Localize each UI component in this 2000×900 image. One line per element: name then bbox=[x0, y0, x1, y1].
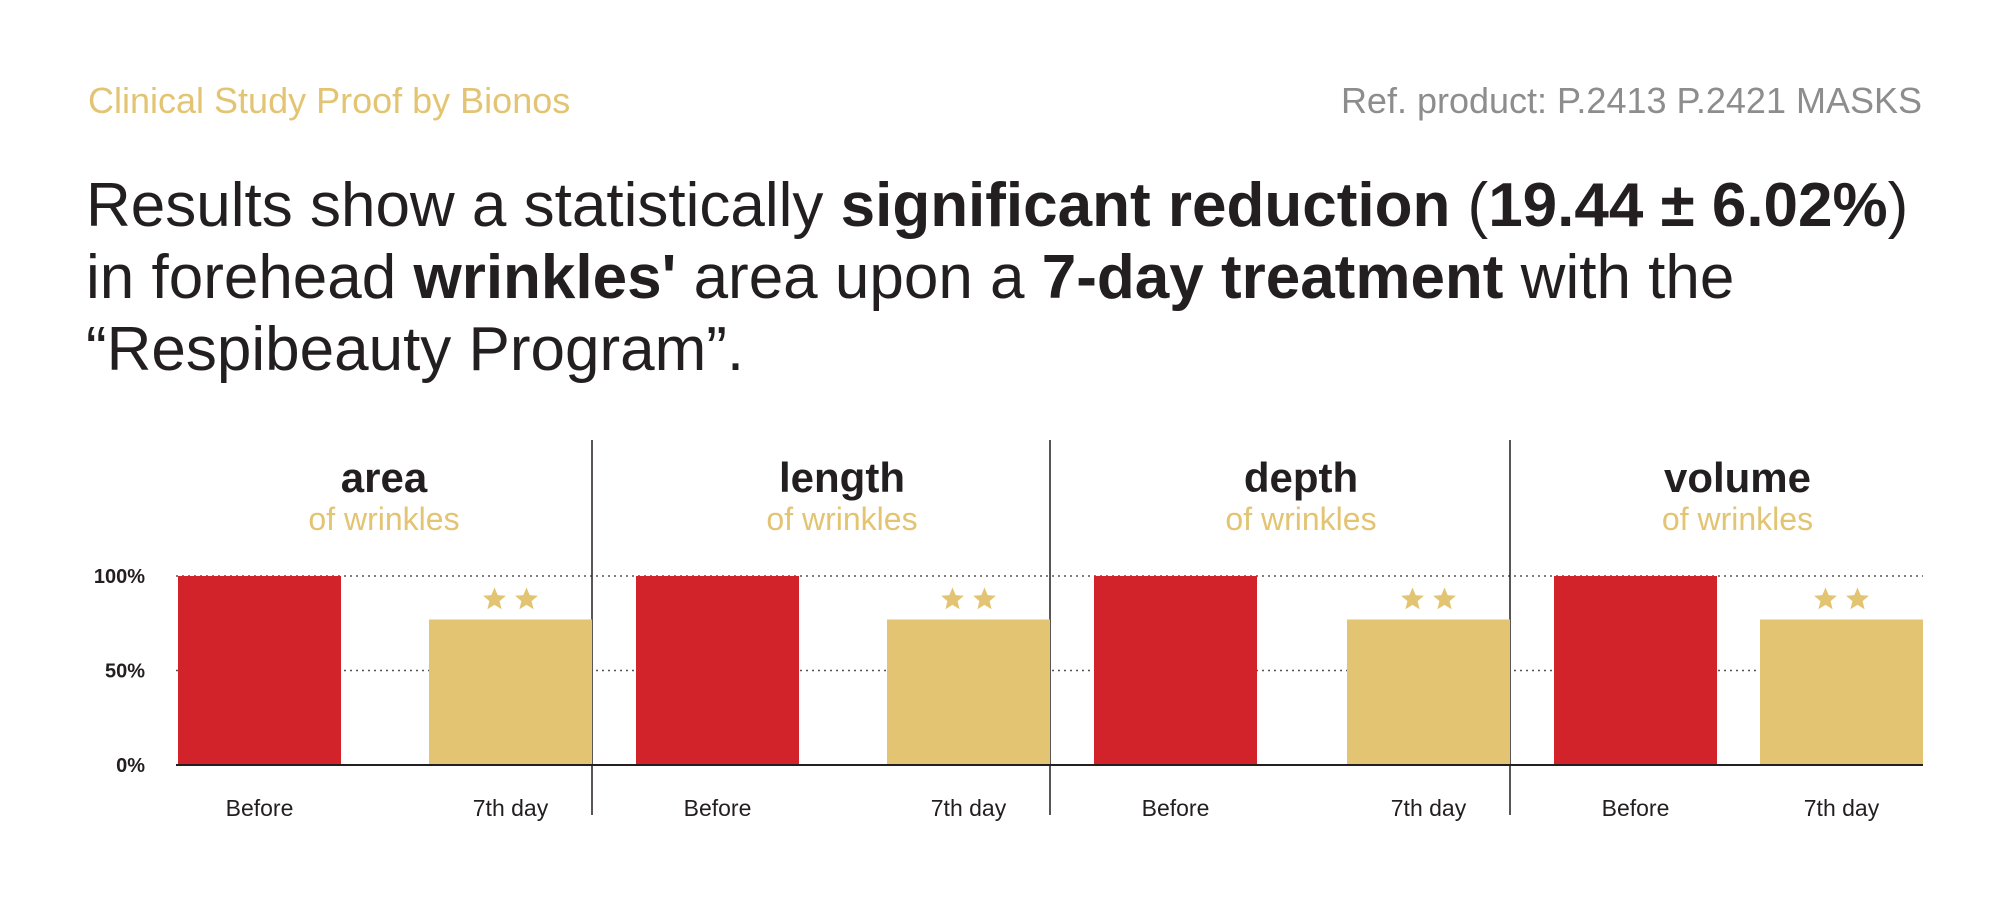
bar-7th-day bbox=[1760, 619, 1923, 765]
star-icon bbox=[515, 587, 538, 610]
y-tick-label: 0% bbox=[116, 755, 145, 777]
bar-before bbox=[178, 576, 341, 765]
study-source: Clinical Study Proof by Bionos bbox=[88, 80, 571, 121]
star-icon bbox=[483, 587, 506, 610]
bar-7th-day bbox=[429, 619, 592, 765]
panel-title: depth bbox=[1244, 454, 1358, 501]
y-tick-label: 100% bbox=[94, 566, 145, 588]
star-icon bbox=[1401, 587, 1424, 610]
bar-before bbox=[1554, 576, 1717, 765]
panel-title: length bbox=[779, 454, 905, 501]
category-label: 7th day bbox=[1391, 795, 1467, 821]
headline-part-4: area upon a bbox=[676, 243, 1042, 312]
y-tick-label: 50% bbox=[105, 661, 145, 683]
bar-before bbox=[636, 576, 799, 765]
headline-part-3: ) in forehead bbox=[86, 171, 1909, 312]
star-icon bbox=[1846, 587, 1869, 610]
category-label: 7th day bbox=[1804, 795, 1880, 821]
panel-subtitle: of wrinkles bbox=[308, 501, 459, 537]
reference-product: Ref. product: P.2413 P.2421 MASKS bbox=[1340, 80, 1922, 121]
star-icon bbox=[973, 587, 996, 610]
star-icon bbox=[1814, 587, 1837, 610]
category-label: 7th day bbox=[931, 795, 1007, 821]
category-label: Before bbox=[684, 795, 752, 821]
headline: Results show a statistically significant… bbox=[86, 170, 1926, 386]
panel-subtitle: of wrinkles bbox=[1225, 501, 1376, 537]
category-label: Before bbox=[1142, 795, 1210, 821]
star-icon bbox=[1433, 587, 1456, 610]
panel-title: area bbox=[341, 454, 428, 501]
star-icon bbox=[941, 587, 964, 610]
headline-part-2: ( bbox=[1450, 171, 1489, 240]
bar-before bbox=[1094, 576, 1257, 765]
category-label: Before bbox=[1602, 795, 1670, 821]
headline-bold-2: 19.44 ± 6.02% bbox=[1488, 171, 1888, 240]
headline-bold-4: 7-day treatment bbox=[1041, 243, 1504, 312]
bar-7th-day bbox=[1347, 619, 1510, 765]
category-label: Before bbox=[226, 795, 294, 821]
headline-bold-1: significant reduction bbox=[840, 171, 1451, 240]
headline-part-5: with the “Respibeauty Program”. bbox=[86, 243, 1735, 384]
panel-subtitle: of wrinkles bbox=[1662, 501, 1813, 537]
headline-bold-3: wrinkles' bbox=[413, 243, 677, 312]
headline-part-1: Results show a statistically bbox=[86, 171, 841, 240]
category-label: 7th day bbox=[473, 795, 549, 821]
panel-title: volume bbox=[1664, 454, 1811, 501]
bar-7th-day bbox=[887, 619, 1050, 765]
panel-subtitle: of wrinkles bbox=[766, 501, 917, 537]
